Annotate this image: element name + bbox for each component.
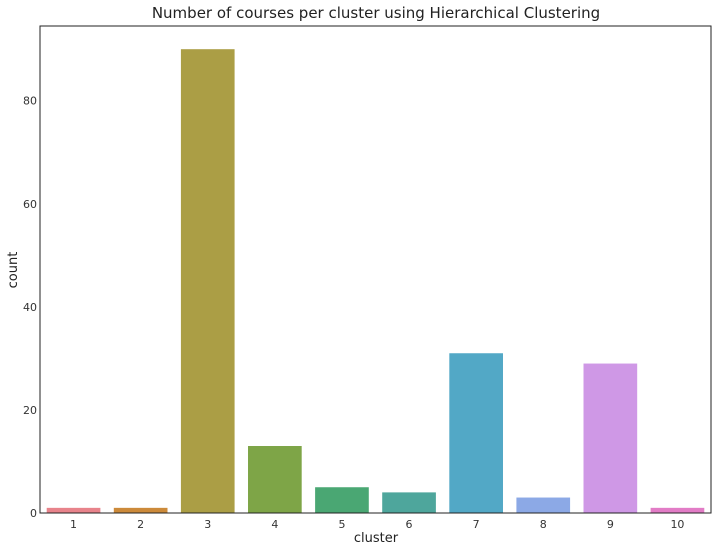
chart-title: Number of courses per cluster using Hier… <box>152 4 600 22</box>
x-tick-label: 3 <box>204 518 211 531</box>
bar-cluster-8 <box>516 497 571 513</box>
y-tick-label: 60 <box>23 198 37 211</box>
bar-cluster-3 <box>180 49 235 513</box>
bar-cluster-7 <box>449 353 503 513</box>
plot-frame <box>39 25 712 514</box>
bar-cluster-1 <box>46 507 101 513</box>
x-tick-label: 6 <box>406 518 413 531</box>
x-tick-label: 4 <box>271 518 278 531</box>
bars-group <box>46 49 705 513</box>
y-tick-label: 20 <box>23 404 37 417</box>
bar-cluster-5 <box>315 487 369 513</box>
x-tick-label: 9 <box>607 518 614 531</box>
y-ticks-group: 0 20 40 60 80 <box>23 95 37 520</box>
x-tick-label: 7 <box>473 518 480 531</box>
x-tick-label: 8 <box>540 518 547 531</box>
y-tick-label: 40 <box>23 301 37 314</box>
y-axis-title: count <box>6 252 21 289</box>
bar-cluster-6 <box>382 492 436 513</box>
bar-cluster-9 <box>583 363 638 513</box>
bar-cluster-10 <box>650 507 705 513</box>
bar-cluster-2 <box>113 507 168 513</box>
y-tick-label: 0 <box>30 507 37 520</box>
y-tick-label: 80 <box>23 95 37 108</box>
x-axis-title: cluster <box>354 531 399 546</box>
bar-cluster-4 <box>248 446 302 513</box>
x-tick-label: 1 <box>70 518 77 531</box>
x-tick-label: 5 <box>338 518 345 531</box>
x-tick-label: 2 <box>137 518 144 531</box>
x-ticks-group: 1 2 3 4 5 6 7 8 9 10 <box>70 518 684 531</box>
x-tick-label: 10 <box>670 518 684 531</box>
